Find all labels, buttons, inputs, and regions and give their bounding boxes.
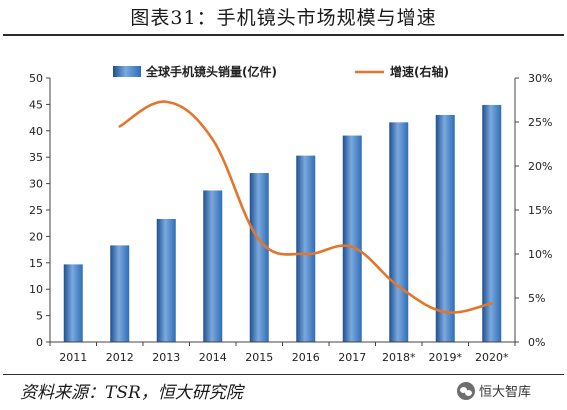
left-tick-label: 35 <box>29 151 43 164</box>
bar <box>342 135 362 342</box>
x-tick-label: 2013 <box>152 351 180 364</box>
bar <box>110 245 130 342</box>
right-tick-label: 10% <box>528 248 552 261</box>
x-tick-label: 2018* <box>382 351 416 364</box>
x-tick-label: 2020* <box>475 351 509 364</box>
bar <box>156 218 176 342</box>
x-tick-label: 2014 <box>199 351 227 364</box>
bar <box>249 173 269 342</box>
x-tick-label: 2016 <box>292 351 320 364</box>
legend-bar-label: 全球手机镜头销量(亿件) <box>145 64 277 79</box>
bar <box>63 264 83 342</box>
right-tick-label: 0% <box>528 336 545 349</box>
left-tick-label: 5 <box>36 310 43 323</box>
watermark-text: 恒大智库 <box>479 385 532 400</box>
right-tick-label: 30% <box>528 72 552 85</box>
bar <box>203 190 223 342</box>
footer-divider <box>3 374 564 375</box>
left-tick-label: 20 <box>29 230 43 243</box>
legend-bar-swatch <box>113 66 141 77</box>
x-tick-label: 2012 <box>106 351 134 364</box>
right-tick-label: 20% <box>528 160 552 173</box>
bar <box>389 122 409 343</box>
source-note: 资料来源：TSR，恒大研究院 <box>20 383 243 403</box>
bar <box>296 155 316 342</box>
left-tick-label: 40 <box>29 125 43 138</box>
x-tick-label: 2011 <box>59 351 87 364</box>
left-tick-label: 10 <box>29 283 43 296</box>
bar <box>435 114 455 343</box>
watermark: 恒大智库 <box>457 381 531 400</box>
right-tick-label: 5% <box>528 292 545 305</box>
bar <box>482 104 502 342</box>
left-tick-label: 45 <box>29 98 43 111</box>
left-tick-label: 25 <box>29 204 43 217</box>
title-divider <box>3 34 564 36</box>
x-tick-label: 2015 <box>245 351 273 364</box>
right-tick-label: 15% <box>528 204 552 217</box>
x-tick-label: 2019* <box>429 351 463 364</box>
right-tick-label: 25% <box>528 116 552 129</box>
growth-line <box>118 100 494 314</box>
left-tick-label: 15 <box>29 257 43 270</box>
wechat-icon <box>457 381 475 400</box>
left-tick-label: 0 <box>36 336 43 349</box>
chart-title: 图表31：手机镜头市场规模与增速 <box>130 7 437 29</box>
left-tick-label: 30 <box>29 178 43 191</box>
legend-line-label: 增速(右轴) <box>390 64 449 79</box>
left-tick-label: 50 <box>29 72 43 85</box>
x-tick-label: 2017 <box>338 351 366 364</box>
